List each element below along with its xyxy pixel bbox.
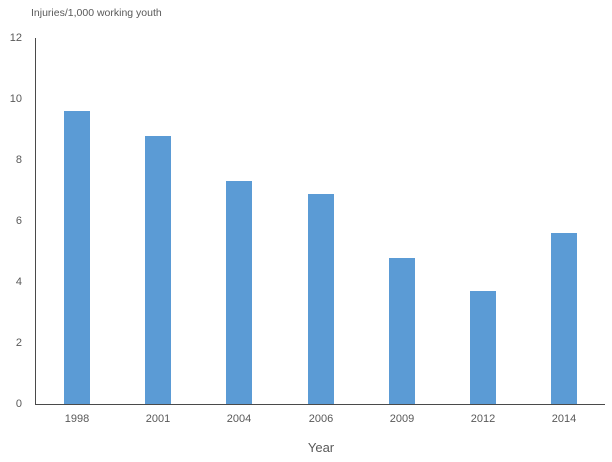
x-axis-title: Year	[307, 440, 335, 455]
y-tick-label-6: 6	[15, 215, 22, 227]
plot-area	[35, 38, 605, 405]
y-tick-label-4: 4	[15, 276, 22, 288]
chart-title: Injuries/1,000 working youth	[31, 7, 162, 19]
y-tick-label-0: 0	[15, 398, 22, 410]
x-tick-label-2009: 2009	[389, 413, 415, 425]
bar-2006	[308, 194, 334, 404]
x-tick-label-2001: 2001	[145, 413, 171, 425]
y-tick-label-2: 2	[15, 337, 22, 349]
x-tick-label-2004: 2004	[226, 413, 252, 425]
x-tick-label-2014: 2014	[551, 413, 577, 425]
y-tick-label-10: 10	[9, 93, 22, 105]
bar-2004	[226, 181, 252, 404]
x-tick-label-2012: 2012	[470, 413, 496, 425]
y-tick-label-8: 8	[15, 154, 22, 166]
y-tick-label-12: 12	[9, 32, 22, 44]
x-tick-label-2006: 2006	[308, 413, 334, 425]
bar-2014	[551, 233, 577, 404]
bar-1998	[64, 111, 90, 404]
x-tick-label-1998: 1998	[64, 413, 90, 425]
bar-2009	[389, 258, 415, 404]
bar-2012	[470, 291, 496, 404]
bar-2001	[145, 136, 171, 404]
